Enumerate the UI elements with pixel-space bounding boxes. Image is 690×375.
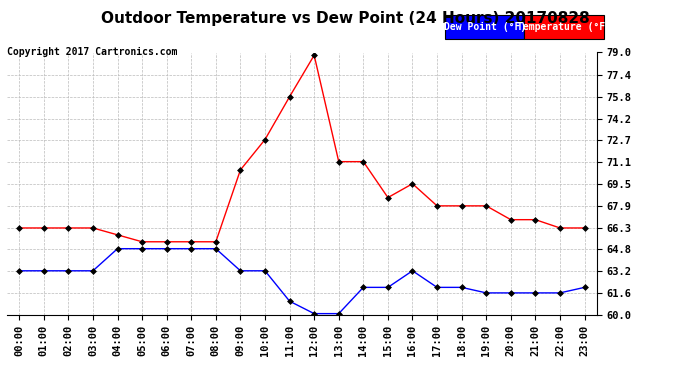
Text: Outdoor Temperature vs Dew Point (24 Hours) 20170828: Outdoor Temperature vs Dew Point (24 Hou… bbox=[101, 11, 589, 26]
Text: Copyright 2017 Cartronics.com: Copyright 2017 Cartronics.com bbox=[7, 47, 177, 57]
Text: Temperature (°F): Temperature (°F) bbox=[517, 22, 611, 32]
Text: Dew Point (°F): Dew Point (°F) bbox=[444, 22, 526, 32]
